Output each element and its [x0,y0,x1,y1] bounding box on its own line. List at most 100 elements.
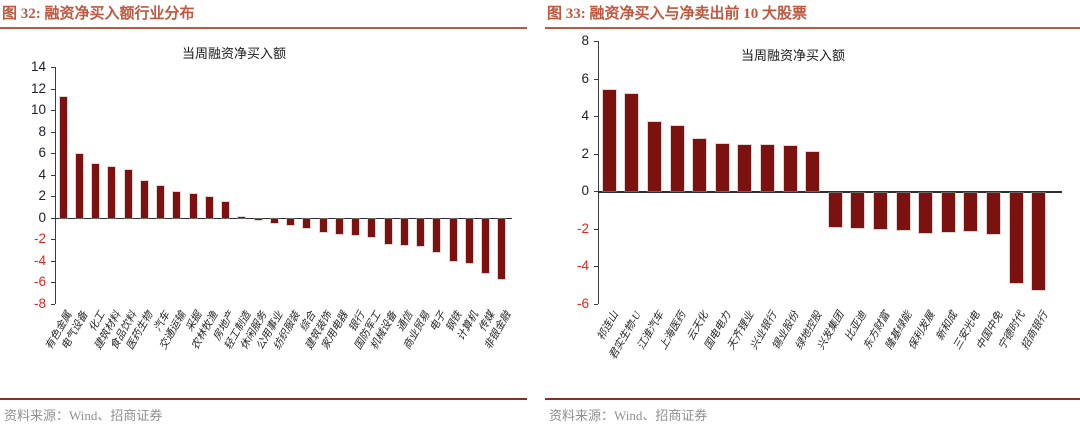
y-axis-tick [594,41,598,42]
chart-bar [873,191,888,231]
chart-bar [669,124,685,193]
chart-bar [827,191,843,228]
y-tick-label: -2 [576,220,589,236]
chart-bar [624,92,640,193]
y-tick-label: 10 [30,102,46,118]
y-axis-tick [51,67,55,68]
y-axis-tick [51,153,55,154]
chart-bar [302,218,312,229]
chart-bar [383,218,393,246]
y-axis-tick [51,89,55,90]
y-tick-label: 6 [581,70,589,86]
y-tick-label: 4 [38,166,46,182]
chart-bar [139,180,149,219]
chart-bar [399,218,409,247]
chart-bar [448,218,458,263]
y-tick-label: 0 [581,183,589,199]
chart-bar [1008,191,1024,284]
y-tick-label: 2 [38,188,46,204]
y-tick-label: -6 [33,274,46,290]
chart-bar [416,218,426,248]
y-axis-tick [51,110,55,111]
chart-bar [204,196,214,219]
y-tick-label: 2 [581,145,589,161]
chart-bar [237,215,247,219]
chart-bar [91,162,101,219]
y-axis-tick [51,261,55,262]
figure-32: 图 32: 融资净买入额行业分布 14 12 10 8 6 4 2 0 -2 -4 -6 -8 有色金属… [0,0,527,424]
chart-bar [432,218,442,253]
chart-bar [760,144,775,193]
chart-bar [782,145,798,193]
y-axis-tick [51,304,55,305]
figure-33-chart: 8 6 4 2 0 -2 -4 -6 祁连山 君实生物-U 江淮汽车 上海医药 云天化 国电电力 天齐锂业兴… [545,29,1080,389]
x-axis-zero-line [598,191,1062,193]
y-axis-tick [594,266,598,267]
chart-bar [497,218,507,280]
legend-marker-icon [166,48,176,58]
y-tick-label: 14 [30,59,46,74]
y-axis-tick [594,79,598,80]
chart-bar [918,191,934,235]
chart-bar [74,153,84,219]
y-axis-tick [51,282,55,283]
y-axis-tick [594,154,598,155]
y-axis-tick [594,191,598,192]
chart-bar [286,218,296,227]
figure-33-source: 资料来源：Wind、招商证券 [545,398,1080,424]
legend-label: 当周融资净买入额 [182,46,287,61]
chart-bar [318,218,328,234]
chart-bar [334,218,344,236]
chart-bar [156,184,166,219]
chart-bar [986,191,1001,236]
chart-bar [647,120,662,193]
legend: 当周融资净买入额 [166,43,286,62]
y-tick-label: 6 [38,145,46,161]
figure-32-chart: 14 12 10 8 6 4 2 0 -2 -4 -6 -8 有色金属 电气设备 化工 建筑材料 食品饮料 医药生… [0,29,527,389]
x-axis-label-text: 电子 [428,310,449,334]
chart-bar [737,144,753,193]
y-tick-label: 12 [30,80,46,96]
chart-bar [805,150,821,193]
chart-bar [895,191,911,232]
figure-32-source: 资料来源：Wind、招商证券 [0,398,527,424]
y-axis-line [55,67,56,304]
chart-bar [269,218,279,225]
chart-bar [1031,191,1047,292]
figure-33: 图 33: 融资净买入与净卖出前 10 大股票 8 6 4 2 0 -2 -4 -6 祁连山 君实… [545,0,1080,424]
y-axis-line [598,41,599,304]
chart-bar [221,200,231,219]
chart-bar [107,166,117,219]
legend-label: 当周融资净买入额 [741,48,846,63]
y-axis-tick [51,132,55,133]
y-axis-tick [51,196,55,197]
figure-32-title: 图 32: 融资净买入额行业分布 [0,0,527,29]
chart-bar [850,191,866,230]
chart-bar [714,143,730,193]
y-tick-label: -8 [33,296,46,311]
y-tick-label: -4 [33,252,46,268]
legend: 当周融资净买入额 [725,45,845,64]
y-tick-label: -2 [33,231,46,247]
chart-bar [601,88,617,193]
y-tick-label: 4 [581,108,589,124]
chart-bar [940,191,956,234]
chart-bar [481,218,491,275]
y-tick-label: -4 [576,258,589,274]
y-axis-tick [594,229,598,230]
y-axis-tick [594,116,598,117]
y-axis-tick [594,304,598,305]
chart-bar [963,191,979,233]
legend-marker-icon [725,50,735,60]
y-axis-tick [51,239,55,240]
chart-bar [464,218,474,265]
chart-bar [253,218,263,222]
y-axis-tick [51,218,55,219]
chart-bar [172,190,182,219]
figure-33-title: 图 33: 融资净买入与净卖出前 10 大股票 [545,0,1080,29]
chart-bar [351,218,361,237]
y-tick-label: 8 [38,123,46,139]
y-tick-label: 8 [581,33,589,48]
y-axis-tick [51,175,55,176]
